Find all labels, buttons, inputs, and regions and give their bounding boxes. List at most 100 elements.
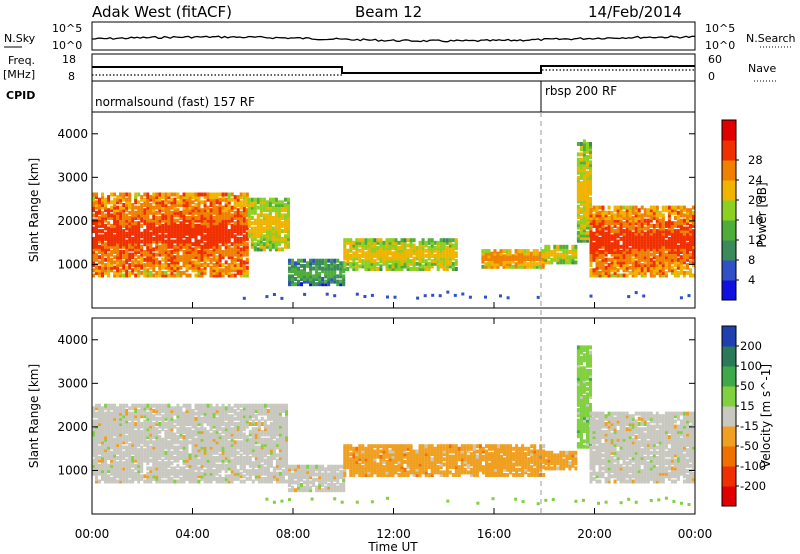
range-tick-label: 1000 [57, 463, 88, 477]
n-search-tick-top: 10^5 [705, 22, 735, 35]
echo-region [544, 244, 578, 265]
colorbar-tick-label: 100 [740, 359, 762, 373]
colorbar-segment [722, 326, 736, 347]
nave-tick-top: 60 [708, 53, 722, 66]
range-tick-label: 4000 [57, 127, 88, 141]
n-sky-label: N.Sky [4, 32, 36, 45]
n-search-label: N.Search [746, 32, 796, 45]
colorbar-segment [722, 160, 736, 181]
velocity-heatmap-panel: 1000 2000 3000 4000 Slant Range [km] 200 100… [27, 317, 773, 515]
noise-panel-frame [91, 21, 696, 51]
colorbar-tick-label: 8 [748, 253, 755, 267]
power-y-axis: 1000 2000 3000 4000 [57, 127, 695, 271]
nave-trace [92, 69, 695, 76]
time-tick-label: 08:00 [276, 527, 311, 541]
date-title: 14/Feb/2014 [588, 3, 682, 21]
colorbar-tick-label: -200 [740, 479, 766, 493]
time-tick-label: 00:00 [678, 527, 713, 541]
colorbar-segment [722, 240, 736, 261]
colorbar-tick-label: 24 [748, 173, 763, 187]
colorbar-tick-label: 4 [748, 273, 755, 287]
power-cells [92, 139, 695, 300]
echo-region [288, 258, 346, 287]
range-tick-label: 3000 [57, 376, 88, 390]
power-colorbar: 4 8 12 16 20 24 28 [721, 119, 763, 301]
power-colorbar-label: Power [dB] [755, 182, 769, 247]
colorbar-tick-label: 12 [748, 233, 763, 247]
time-tick-label: 20:00 [577, 527, 612, 541]
n-sky-trace [92, 35, 696, 43]
colorbar-frame [721, 119, 737, 301]
freq-unit-label: [MHz] [3, 68, 35, 81]
nave-tick-bottom: 0 [708, 70, 715, 83]
velocity-panel-frame [91, 317, 696, 515]
cpid-label: CPID [6, 89, 35, 102]
colorbar-frame [721, 325, 737, 507]
colorbar-tick-label: 20 [748, 193, 763, 207]
echo-region [589, 205, 695, 278]
velocity-y-axis-label: Slant Range [km] [27, 364, 41, 468]
cpid-panel: CPID normalsound (fast) 157 RF rbsp 200 … [6, 81, 696, 112]
velocity-y-axis: 1000 2000 3000 4000 [57, 333, 695, 477]
n-sky-tick-top: 10^5 [52, 22, 82, 35]
range-tick-label: 2000 [57, 214, 88, 228]
station-title: Adak West (fitACF) [92, 3, 232, 21]
freq-tick-bottom: 8 [68, 70, 75, 83]
freq-panel: Freq. [MHz] 18 8 60 0 Nave [3, 53, 776, 83]
range-tick-label: 1000 [57, 257, 88, 271]
nave-label: Nave [748, 62, 776, 75]
n-sky-tick-bottom: 10^0 [52, 39, 82, 52]
power-y-axis-label: Slant Range [km] [27, 158, 41, 262]
echo-region [343, 238, 458, 271]
colorbar-segment [722, 466, 736, 487]
freq-label: Freq. [8, 54, 35, 67]
time-tick-label: 12:00 [376, 527, 411, 541]
colorbar-segment [722, 120, 736, 141]
colorbar-segment [722, 280, 736, 301]
colorbar-segment [722, 346, 736, 367]
colorbar-segment [722, 486, 736, 507]
velocity-colorbar: 200 100 50 15 -15 -50 -100 -200 [721, 325, 766, 507]
colorbar-segment [722, 386, 736, 407]
echo-region [92, 403, 288, 484]
colorbar-segment [722, 200, 736, 221]
colorbar-segment [722, 366, 736, 387]
range-tick-label: 3000 [57, 170, 88, 184]
echo-region [92, 192, 249, 278]
velocity-colorbar-label: Velocity [m s^-1] [759, 364, 773, 468]
noise-panel: N.Sky 10^5 10^0 10^5 10^0 N.Search [4, 21, 796, 52]
colorbar-tick-label: 50 [740, 379, 755, 393]
colorbar-tick-label: -15 [740, 419, 759, 433]
colorbar-tick-label: 16 [748, 213, 763, 227]
colorbar-segment [722, 180, 736, 201]
time-tick-label: 16:00 [477, 527, 512, 541]
power-panel-frame [91, 111, 696, 309]
time-tick-label: 00:00 [75, 527, 110, 541]
cpid-mode-1: normalsound (fast) 157 RF [95, 95, 255, 109]
colorbar-segment [722, 426, 736, 447]
beam-title: Beam 12 [355, 3, 422, 21]
colorbar-segment [722, 406, 736, 427]
echo-region [589, 411, 695, 484]
colorbar-tick-label: 15 [740, 399, 755, 413]
echo-region [343, 444, 546, 477]
colorbar-tick-label: 28 [748, 153, 763, 167]
cpid-mode-2: rbsp 200 RF [545, 84, 617, 98]
power-heatmap-panel: 1000 2000 3000 4000 Slant Range [km] 4 8 12 16… [27, 111, 769, 309]
velocity-cells [92, 345, 695, 506]
echo-region [481, 249, 545, 269]
colorbar-segment [722, 140, 736, 161]
time-axis: 00:00 04:00 08:00 12:00 16:00 20:00 00:00 [75, 302, 713, 541]
colorbar-tick-label: 200 [740, 339, 762, 353]
range-tick-label: 2000 [57, 420, 88, 434]
colorbar-segment [722, 446, 736, 467]
colorbar-segment [722, 220, 736, 241]
freq-tick-top: 18 [62, 53, 76, 66]
time-axis-label: Time UT [367, 540, 418, 554]
time-tick-label: 04:00 [175, 527, 210, 541]
echo-region [288, 464, 346, 493]
colorbar-segment [722, 260, 736, 281]
colorbar-tick-label: -100 [740, 459, 766, 473]
